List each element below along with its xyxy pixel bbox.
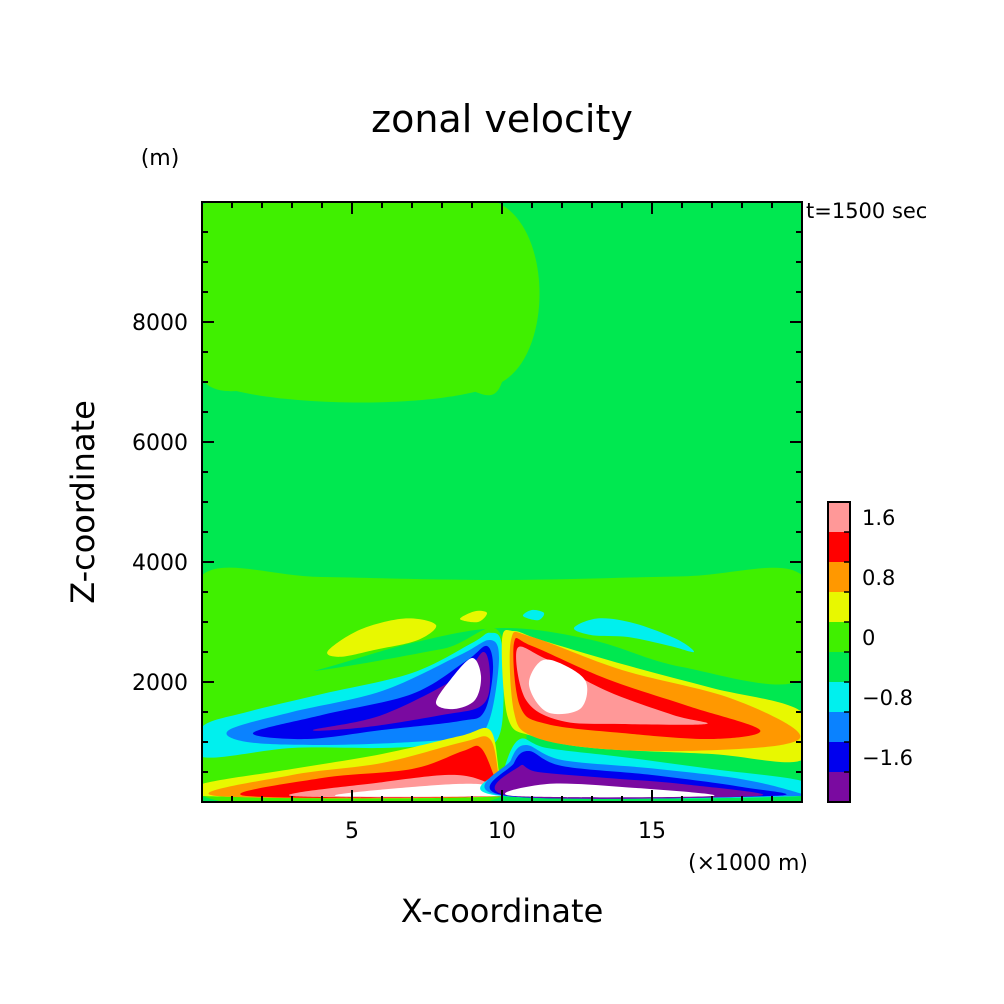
contour-cyan-blob-right [573,618,695,653]
y-tick-label: 4000 [132,551,188,576]
colorbar-segment [828,502,850,532]
colorbar-segment [828,622,850,652]
colorbar-tick-label: 0 [862,626,875,650]
y-tick-label: 6000 [132,431,188,456]
axis-ticks: 5 10 15 2000 4000 6000 8000 [132,202,802,844]
contour-negative-lobe-core [435,657,482,710]
x-unit-label: (×1000 m) [688,851,808,876]
x-tick-label: 5 [345,819,359,844]
contour-surface-right-white [504,783,715,798]
colorbar-tick-label: −0.8 [862,686,913,710]
colorbar-segment [828,652,850,682]
colorbar-segment [828,742,850,772]
contour-cyan-blob-small [522,609,545,621]
x-axis-label: X-coordinate [401,892,604,930]
contour-upper-left-field [202,202,540,403]
y-tick-label: 8000 [132,311,188,336]
x-tick-label: 10 [488,819,516,844]
contour-field [202,202,802,802]
chart-title: zonal velocity [371,97,633,141]
time-label: t=1500 sec [806,199,927,223]
colorbar-segment [828,562,850,592]
colorbar-segment [828,772,850,802]
colorbar: 1.6 0.8 0 −0.8 −1.6 [827,501,913,803]
x-tick-label: 15 [638,819,666,844]
contour-negative-lobe-purple [312,651,491,731]
contour-surface-left-white [334,783,515,797]
colorbar-tick-label: 1.6 [862,506,895,530]
colorbar-segment [828,532,850,562]
y-tick-label: 2000 [132,671,188,696]
colorbar-segment [828,712,850,742]
contour-positive-lobe-core [528,659,588,715]
colorbar-tick-label: −1.6 [862,746,913,770]
colorbar-tick-label: 0.8 [862,566,895,590]
y-axis-label: Z-coordinate [64,400,102,604]
contour-mid-band [202,567,802,691]
colorbar-segment [828,592,850,622]
y-unit-label: (m) [141,146,180,171]
contour-yellow-blob-left [327,618,437,657]
contour-yellow-blob-small [459,610,488,623]
colorbar-segment [828,682,850,712]
